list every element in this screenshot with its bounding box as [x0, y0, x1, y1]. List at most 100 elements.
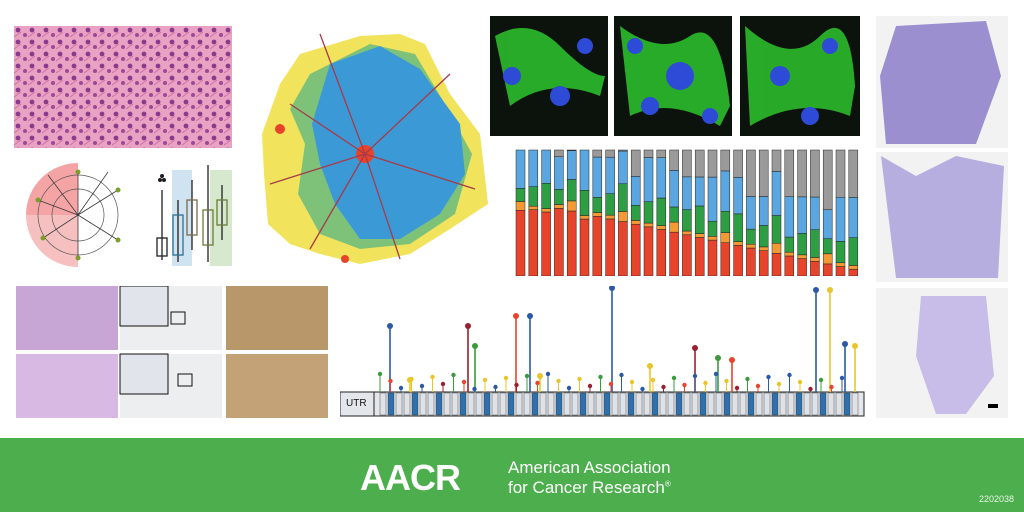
exon-block	[555, 392, 563, 416]
exon-block	[387, 392, 395, 416]
stacked-bar-segment	[694, 176, 705, 207]
lollipop-head	[692, 345, 698, 351]
exon-block	[443, 392, 451, 416]
lollipop-head	[640, 386, 645, 392]
utr-label: UTR	[346, 398, 367, 409]
stacked-bar-segment	[733, 213, 743, 242]
stacked-bar-segment	[528, 186, 539, 207]
stacked-bar-segment	[528, 209, 539, 276]
stacked-bar-segment	[515, 188, 526, 202]
stacked-bar-segment	[835, 262, 846, 267]
stacked-bar-segment	[554, 149, 564, 157]
stacked-bar-segment	[835, 149, 846, 198]
exon-block	[731, 392, 739, 416]
stacked-bar-segment	[733, 177, 743, 215]
stacked-bar-chart	[514, 146, 862, 276]
lollipop-head	[745, 376, 750, 382]
lollipop-head	[535, 380, 540, 386]
stacked-bar-segment	[720, 149, 731, 172]
stacked-bar-segment	[784, 196, 795, 238]
lollipop-head	[776, 381, 782, 387]
lollipop-head	[715, 355, 721, 361]
stacked-bar-segment	[554, 156, 564, 190]
stacked-bar-segment	[707, 220, 718, 237]
lollipop-head	[608, 381, 614, 387]
tree-svg	[26, 163, 121, 267]
lollipop-head	[527, 313, 533, 319]
stacked-bar-segment	[758, 196, 769, 226]
stacked-bar-segment	[566, 150, 577, 180]
lollipop-head	[619, 372, 624, 378]
stacked-bar-segment	[822, 209, 833, 239]
stacked-bar-segment	[746, 149, 756, 197]
exon-block	[691, 392, 699, 416]
stacked-bar-segment	[784, 255, 795, 276]
lollipop-head	[472, 343, 478, 349]
exon-block	[547, 392, 555, 416]
exon-block	[403, 392, 411, 416]
exon-block	[771, 392, 779, 416]
he-histology-svg	[14, 26, 232, 148]
exon-block	[675, 392, 683, 416]
stacked-bar-segment	[566, 179, 577, 202]
exon-block	[755, 392, 763, 416]
fluor-svg	[490, 16, 860, 136]
exon-block	[419, 392, 427, 416]
stacked-bar-segment	[669, 221, 679, 233]
stacked-bar-segment	[592, 149, 603, 158]
he-histology-image	[14, 26, 232, 148]
stacked-bar-segment	[515, 201, 526, 211]
stacked-bar-segment	[797, 149, 807, 198]
exon-block	[827, 392, 835, 416]
exon-block	[819, 392, 827, 416]
stacked-bar-segment	[848, 265, 859, 270]
stacked-bar-segment	[579, 190, 590, 216]
lollipop-head	[766, 374, 771, 380]
exon-block	[475, 392, 483, 416]
lollipop-head	[577, 376, 582, 382]
stacked-bar-segment	[784, 251, 795, 257]
lollipop-head	[842, 341, 848, 347]
stacked-bar-segment	[618, 149, 628, 152]
stacked-bar-segment	[669, 231, 679, 276]
lollipop-head	[629, 379, 635, 385]
stacked-bar-segment	[797, 233, 807, 256]
lollipop-head	[661, 384, 666, 390]
exon-block	[499, 392, 507, 416]
stacked-bar-segment	[643, 226, 654, 276]
exon-block	[619, 392, 627, 416]
stacked-bar-segment	[656, 229, 667, 276]
boxplot-chart	[152, 160, 234, 268]
stacked-bar-segment	[579, 215, 590, 220]
mutation-lollipop-plot: UTR	[340, 286, 868, 418]
lollipop-head	[827, 287, 833, 293]
exon-block	[707, 392, 715, 416]
lollipop-head	[587, 383, 593, 389]
stacked-bar-segment	[707, 239, 718, 276]
stacked-bar-segment	[618, 221, 628, 276]
brand-banner	[0, 438, 1024, 512]
stacked-bar-segment	[605, 149, 615, 158]
stacked-bar-segment	[605, 193, 615, 216]
stacked-bar-segment	[797, 196, 807, 234]
lollipop-head	[472, 386, 477, 392]
lollipop-head	[829, 384, 834, 390]
lollipop-head	[808, 386, 813, 392]
stacked-bar-segment	[554, 189, 564, 205]
lollipop-head	[419, 383, 425, 389]
lollipop-head	[787, 372, 792, 378]
exon-block	[851, 392, 859, 416]
stacked-bar-segment	[720, 232, 731, 243]
lung-histology-svg	[876, 16, 1008, 418]
lollipop-head	[566, 385, 572, 391]
stacked-bar-segment	[720, 210, 731, 233]
stacked-bar-segment	[848, 237, 859, 266]
stacked-bar-segment	[758, 225, 769, 248]
stacked-bar-segment	[746, 196, 756, 230]
stacked-bar-segment	[758, 246, 769, 251]
stacked-bar-svg	[515, 149, 859, 276]
aacr-logo-text: AACR	[360, 457, 461, 496]
lollipop-head	[755, 383, 761, 389]
stacked-bar-segment	[592, 156, 603, 198]
